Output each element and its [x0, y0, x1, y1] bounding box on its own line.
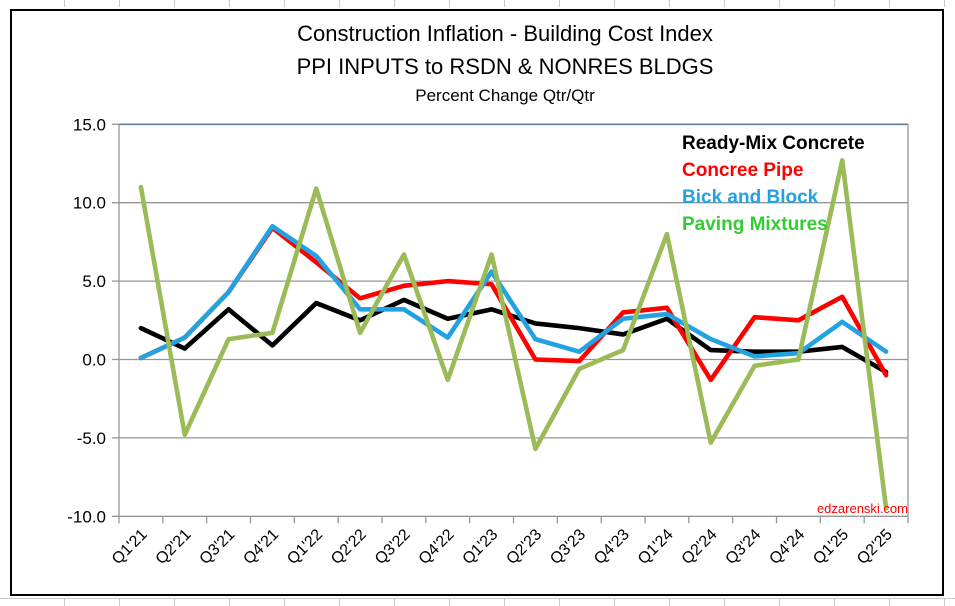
- x-axis-label-Q3'21: Q3'21: [197, 526, 239, 568]
- chart-subtitle: PPI INPUTS to RSDN & NONRES BLDGS: [296, 54, 714, 79]
- y-axis-label: -10.0: [67, 507, 106, 526]
- legend-item-paving-mixtures: Paving Mixtures: [682, 214, 828, 235]
- y-axis-label: 0.0: [82, 351, 106, 370]
- x-axis-label-Q2'22: Q2'22: [328, 526, 370, 568]
- legend-item-concree-pipe: Concree Pipe: [682, 160, 804, 181]
- spreadsheet-cell-gridlines-bottom: [0, 598, 955, 606]
- series-line-paving-mixtures: [138, 158, 889, 511]
- x-axis-label-Q1'23: Q1'23: [460, 526, 502, 568]
- x-axis-label-Q2'21: Q2'21: [153, 526, 195, 568]
- x-axis-label-Q4'21: Q4'21: [240, 526, 282, 568]
- x-axis-label-Q2'23: Q2'23: [503, 526, 545, 568]
- x-axis-label-Q3'24: Q3'24: [723, 526, 765, 568]
- series-line-ready-mix-concrete: [138, 297, 889, 375]
- chart-title-block: Construction Inflation - Building Cost I…: [110, 18, 900, 109]
- y-axis-label: -5.0: [77, 429, 106, 448]
- x-axis-label-Q4'22: Q4'22: [416, 526, 458, 568]
- y-axis-label: 5.0: [82, 272, 106, 291]
- legend-item-bick-and-block: Bick and Block: [682, 187, 819, 208]
- spreadsheet-cell-gridlines-top: [0, 0, 955, 7]
- chart-legend: Ready-Mix Concrete Concree Pipe Bick and B…: [682, 130, 865, 238]
- series-line-bick-and-block: [138, 223, 889, 361]
- y-axis-label: 10.0: [73, 194, 106, 213]
- x-axis-label-Q4'24: Q4'24: [766, 526, 808, 568]
- x-axis-label-Q1'25: Q1'25: [810, 526, 852, 568]
- y-axis-label: 15.0: [73, 115, 106, 134]
- x-axis-label-Q4'23: Q4'23: [591, 526, 633, 568]
- legend-item-ready-mix-concrete: Ready-Mix Concrete: [682, 133, 865, 154]
- x-axis-label-Q1'21: Q1'21: [109, 526, 151, 568]
- chart-title: Construction Inflation - Building Cost I…: [297, 21, 713, 46]
- x-axis-label-Q3'23: Q3'23: [547, 526, 589, 568]
- x-axis-label-Q2'25: Q2'25: [854, 526, 896, 568]
- x-axis-label-Q2'24: Q2'24: [679, 526, 721, 568]
- x-axis-label-Q1'24: Q1'24: [635, 526, 677, 568]
- watermark-text: edzarenski.com: [816, 501, 908, 516]
- x-axis-label-Q1'22: Q1'22: [284, 526, 326, 568]
- chart-subtitle-units: Percent Change Qtr/Qtr: [415, 86, 595, 105]
- x-axis-label-Q3'22: Q3'22: [372, 526, 414, 568]
